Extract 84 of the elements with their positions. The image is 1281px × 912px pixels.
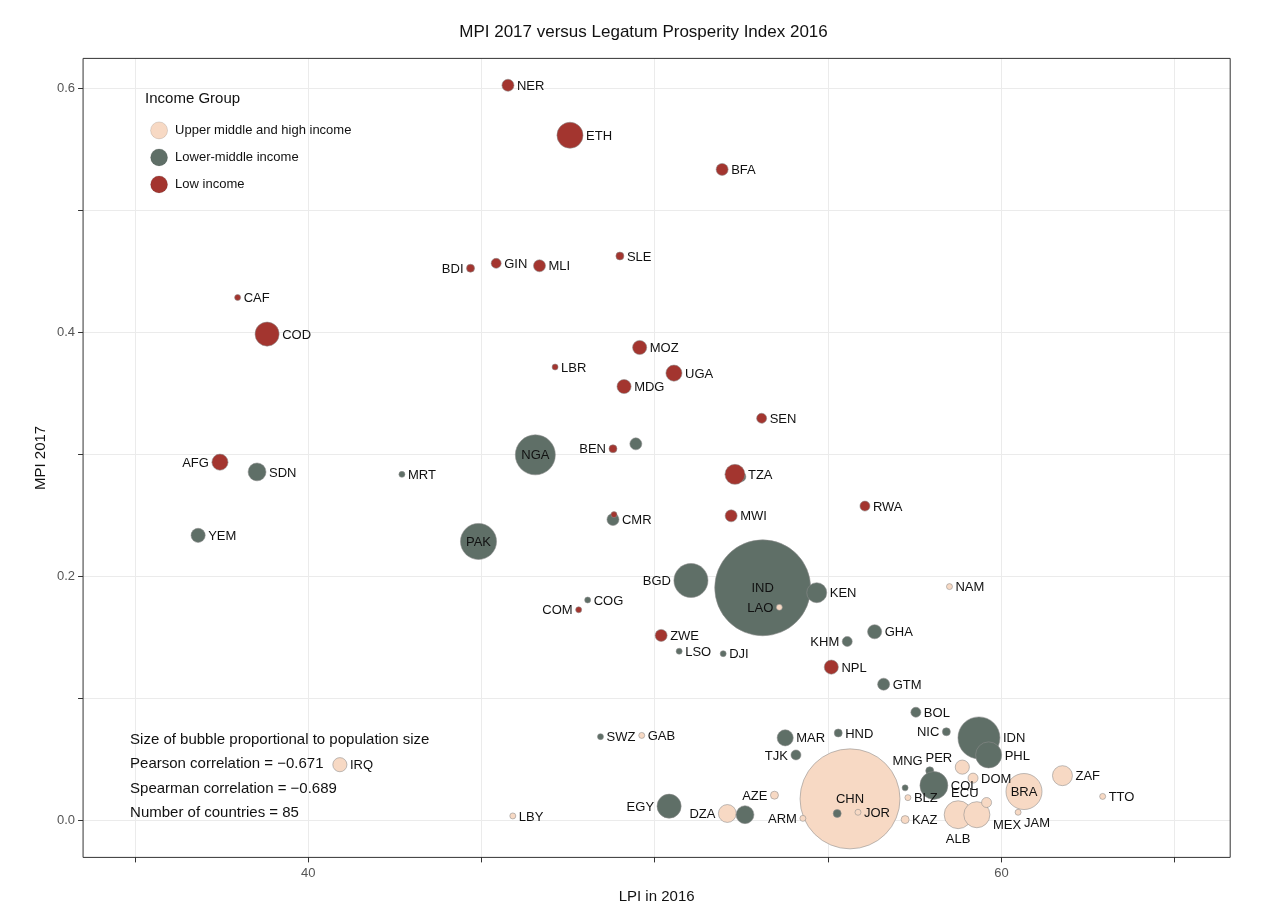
data-label: SLE (626, 248, 652, 264)
data-label: UGA (685, 365, 714, 381)
data-label: AZE (742, 787, 768, 803)
data-label: BGD (642, 573, 671, 589)
data-label: TJK (764, 747, 789, 763)
data-label: MLI (548, 258, 571, 274)
data-label: NIC (916, 724, 940, 740)
data-label: SEN (769, 410, 797, 426)
data-label: JAM (1024, 814, 1051, 830)
data-label: ETH (586, 127, 613, 143)
data-label: IRQ (349, 757, 374, 773)
data-label: TZA (747, 466, 773, 482)
data-label: ALB (945, 830, 971, 846)
data-label: BDI (441, 260, 464, 276)
legend-label: Low income (175, 175, 245, 191)
data-label: COM (542, 602, 573, 618)
y-tick-label: 0.6 (56, 80, 76, 96)
data-label: SWZ (606, 729, 636, 745)
data-label: GTM (892, 676, 922, 692)
data-label: CAF (243, 290, 270, 306)
data-label: CHN (835, 791, 865, 807)
data-label: ZWE (670, 627, 700, 643)
data-label: COG (593, 592, 624, 608)
data-label: NAM (955, 579, 985, 595)
data-label: COD (282, 326, 312, 342)
data-label: NPL (841, 659, 867, 675)
data-label: DJI (729, 646, 749, 662)
data-label: GAB (647, 727, 676, 743)
data-label: MEX (992, 817, 1022, 833)
y-tick-label: 0.4 (56, 324, 76, 340)
x-axis-title: LPI in 2016 (618, 887, 695, 905)
legend-title: Income Group (145, 89, 241, 107)
data-label: BLZ (913, 790, 938, 806)
y-tick-label: 0.2 (56, 568, 76, 584)
data-label: ZAF (1075, 768, 1101, 784)
data-label: KEN (829, 585, 857, 601)
annotation: Spearman correlation = −0.689 (130, 778, 337, 796)
data-label: KHM (810, 634, 840, 650)
legend-label: Lower-middle income (175, 148, 299, 164)
data-label: GHA (884, 624, 914, 640)
data-label: LAO (747, 599, 774, 615)
data-label: MDG (634, 379, 665, 395)
data-label: PHL (1004, 747, 1030, 763)
data-label: IDN (1002, 730, 1026, 746)
data-label: MWI (740, 508, 767, 524)
data-label: MNG (892, 753, 923, 769)
data-label: PER (925, 749, 953, 765)
data-label: MAR (796, 730, 826, 746)
data-label: GIN (504, 255, 528, 271)
data-label: TTO (1108, 788, 1135, 804)
x-tick-label: 40 (301, 864, 316, 880)
data-label: AFG (182, 454, 209, 470)
data-label: LSO (685, 643, 712, 659)
data-label: BEN (579, 441, 606, 457)
data-label: LBR (561, 359, 587, 375)
annotation: Pearson correlation = −0.671 (130, 754, 324, 772)
legend-label: Upper middle and high income (175, 121, 352, 137)
data-label: DOM (981, 770, 1012, 786)
data-label: KAZ (912, 812, 938, 828)
y-tick-label: 0.0 (56, 812, 76, 828)
annotation: Number of countries = 85 (130, 803, 299, 821)
data-label: MRT (407, 466, 436, 482)
data-label: BRA (1010, 784, 1038, 800)
data-label: LBY (518, 808, 544, 824)
data-label: DZA (689, 806, 716, 822)
data-label: JOR (863, 804, 890, 820)
data-label: PAK (465, 534, 492, 550)
data-label: NGA (521, 447, 550, 463)
data-label: BOL (923, 704, 950, 720)
data-label: CMR (621, 512, 652, 528)
chart-title: MPI 2017 versus Legatum Prosperity Index 2016 (459, 21, 828, 41)
data-label: SDN (268, 464, 297, 480)
data-label: BFA (731, 161, 757, 177)
data-label: IND (751, 580, 774, 596)
data-label: MOZ (649, 340, 679, 356)
data-label: HND (845, 725, 874, 741)
data-label: YEM (208, 527, 237, 543)
data-label: NER (516, 77, 545, 93)
data-label: EGY (626, 798, 655, 814)
data-label: RWA (872, 498, 903, 514)
x-tick-label: 60 (994, 864, 1009, 880)
annotation: Size of bubble proportional to population size (130, 729, 430, 747)
y-axis-title: MPI 2017 (31, 425, 49, 491)
data-label: ARM (768, 810, 797, 826)
